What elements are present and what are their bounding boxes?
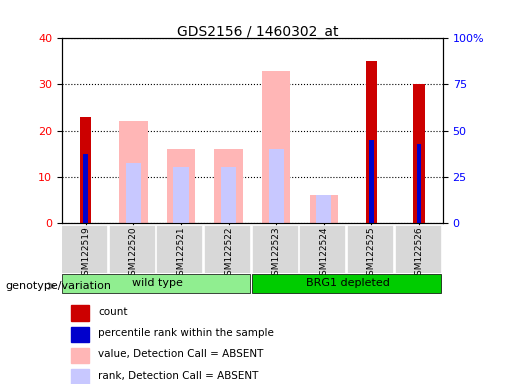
Bar: [316, 195, 332, 223]
Bar: [262, 71, 290, 223]
Bar: [369, 140, 374, 223]
FancyBboxPatch shape: [62, 274, 250, 293]
Bar: [71, 348, 89, 363]
FancyBboxPatch shape: [394, 225, 441, 273]
Bar: [126, 163, 141, 223]
Text: GDS2156 / 1460302_at: GDS2156 / 1460302_at: [177, 25, 338, 39]
Text: GSM122524: GSM122524: [319, 226, 328, 281]
Bar: [173, 167, 188, 223]
Bar: [80, 117, 91, 223]
Bar: [119, 121, 147, 223]
Text: GSM122526: GSM122526: [415, 226, 423, 281]
FancyBboxPatch shape: [347, 225, 393, 273]
Text: GSM122519: GSM122519: [81, 226, 90, 281]
Text: BRG1 depleted: BRG1 depleted: [306, 278, 389, 288]
Bar: [366, 61, 377, 223]
Text: genotype/variation: genotype/variation: [5, 281, 111, 291]
FancyBboxPatch shape: [299, 225, 346, 273]
Bar: [214, 149, 243, 223]
Text: value, Detection Call = ABSENT: value, Detection Call = ABSENT: [98, 349, 264, 359]
FancyBboxPatch shape: [252, 274, 440, 293]
FancyBboxPatch shape: [109, 225, 155, 273]
Text: wild type: wild type: [132, 278, 182, 288]
Bar: [166, 149, 195, 223]
FancyBboxPatch shape: [252, 225, 298, 273]
Bar: [71, 305, 89, 321]
Bar: [268, 149, 284, 223]
Bar: [71, 326, 89, 342]
Bar: [83, 154, 88, 223]
Bar: [71, 369, 89, 384]
Text: GSM122521: GSM122521: [177, 226, 185, 281]
FancyBboxPatch shape: [61, 225, 107, 273]
Text: GSM122523: GSM122523: [272, 226, 281, 281]
Bar: [310, 195, 338, 223]
FancyBboxPatch shape: [157, 225, 202, 273]
Text: GSM122525: GSM122525: [367, 226, 376, 281]
FancyBboxPatch shape: [204, 225, 250, 273]
Bar: [221, 167, 236, 223]
Bar: [417, 144, 421, 223]
Text: GSM122522: GSM122522: [224, 226, 233, 281]
Text: percentile rank within the sample: percentile rank within the sample: [98, 328, 274, 338]
Text: GSM122520: GSM122520: [129, 226, 138, 281]
Bar: [414, 84, 425, 223]
Text: count: count: [98, 307, 128, 317]
Text: rank, Detection Call = ABSENT: rank, Detection Call = ABSENT: [98, 371, 259, 381]
